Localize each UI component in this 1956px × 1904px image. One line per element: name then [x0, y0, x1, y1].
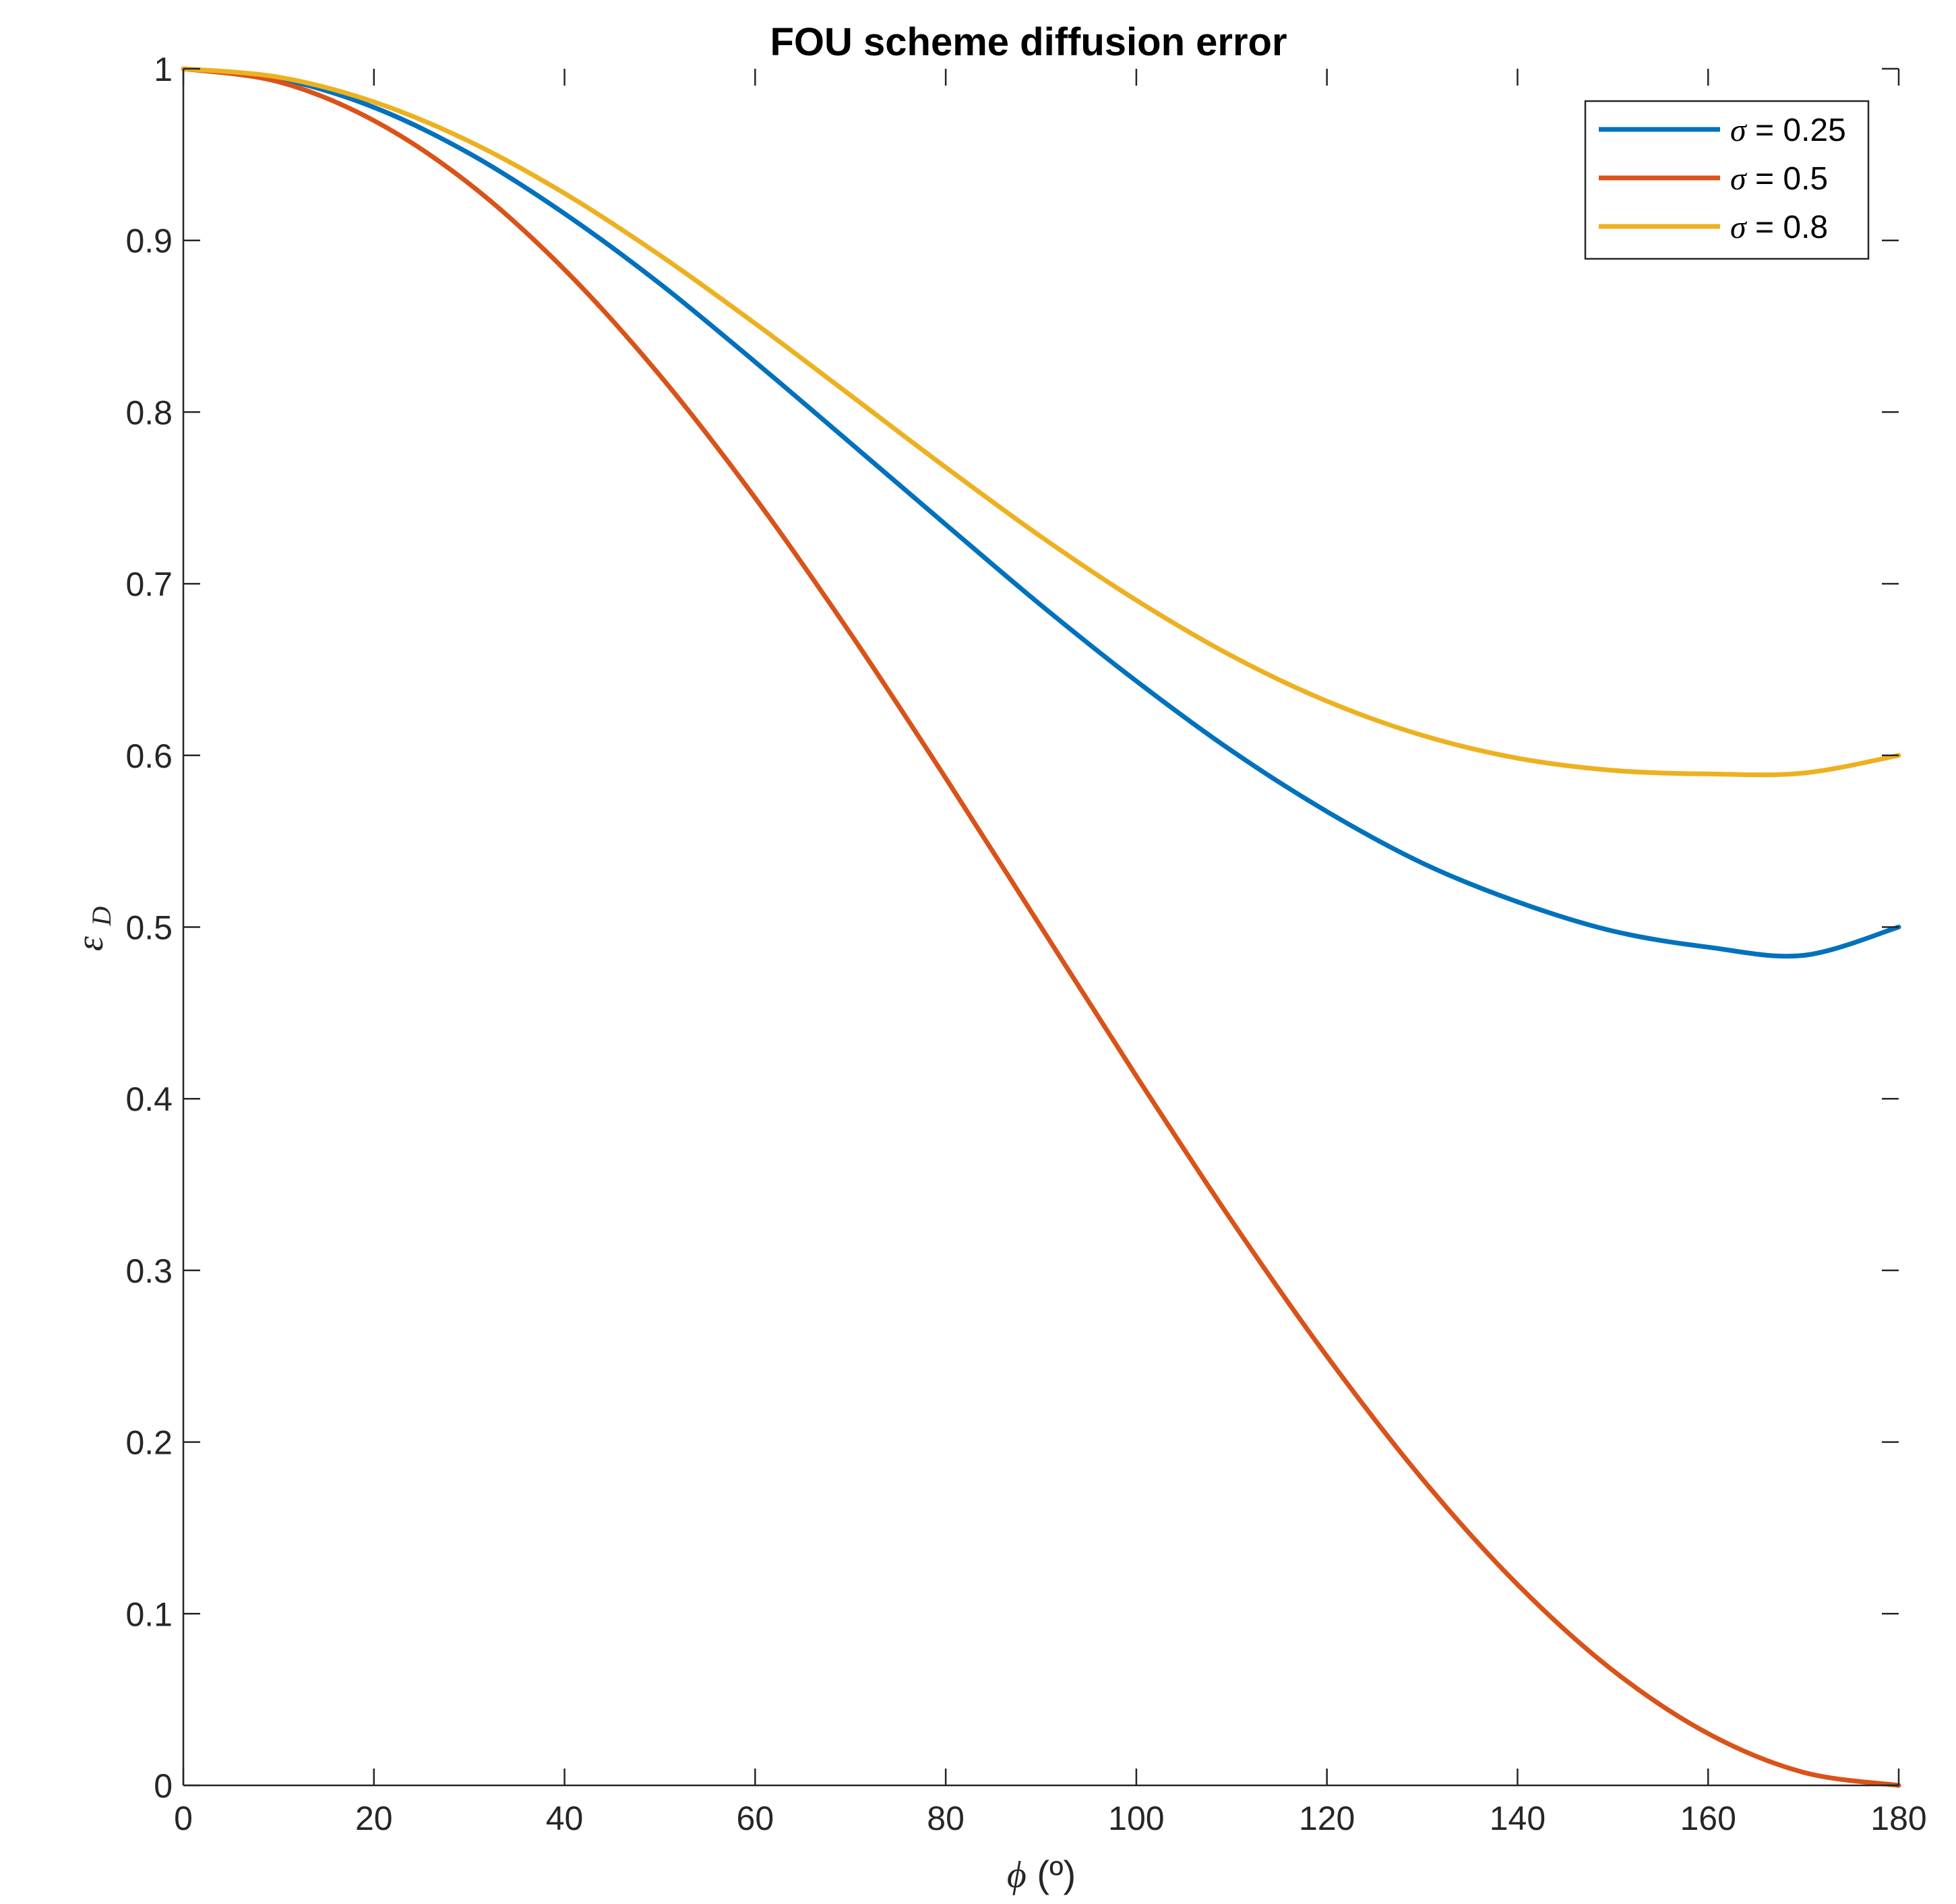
legend-label-3: σ = 0.8: [1730, 210, 1828, 245]
x-tick-label: 120: [1299, 1800, 1355, 1837]
y-tick-label: 0.1: [125, 1595, 173, 1633]
x-axis-symbol: ϕ: [1007, 1854, 1027, 1896]
x-tick-label: 20: [355, 1800, 393, 1837]
chart-title: FOU scheme diffusion error: [770, 20, 1287, 64]
series-line-1: [181, 66, 1901, 959]
y-tick-label: 0.9: [125, 222, 173, 260]
legend-items: σ = 0.25σ = 0.5σ = 0.8: [1599, 113, 1846, 245]
x-tick-label: 0: [174, 1800, 193, 1837]
y-tick-label: 0.5: [125, 909, 173, 947]
x-ticks: 0 20 40 60 80 100 120 140 160 180: [174, 69, 1927, 1837]
legend-label-1: σ = 0.25: [1730, 113, 1846, 148]
legend-value: = 0.25: [1746, 113, 1846, 148]
y-tick-label: 0.8: [125, 394, 173, 431]
x-tick-label: 100: [1108, 1800, 1164, 1837]
series-line-2: [181, 66, 1901, 1788]
x-tick-label: 40: [546, 1800, 584, 1837]
y-tick-label: 0: [154, 1767, 173, 1805]
y-axis-subscript: D: [86, 907, 117, 927]
y-ticks: 0 0.1 0.2 0.3 0.4 0.5 0.6 0.7 0.8 0.9 1: [125, 51, 1899, 1805]
y-tick-label: 0.6: [125, 737, 173, 775]
y-tick-label: 1: [154, 51, 173, 88]
x-tick-label: 60: [737, 1800, 774, 1837]
series-layer: [181, 66, 1901, 1788]
series-line-3: [181, 66, 1901, 778]
legend-label-2: σ = 0.5: [1730, 161, 1828, 197]
x-tick-label: 180: [1870, 1800, 1926, 1837]
legend-symbol: σ: [1730, 210, 1748, 245]
legend-symbol: σ: [1730, 161, 1748, 197]
legend-symbol: σ: [1730, 113, 1748, 148]
x-axis-unit: (º): [1037, 1853, 1076, 1895]
legend: σ = 0.25σ = 0.5σ = 0.8: [1584, 100, 1870, 260]
x-tick-label: 80: [927, 1800, 965, 1837]
x-tick-label: 160: [1680, 1800, 1736, 1837]
y-tick-label: 0.4: [125, 1080, 173, 1118]
y-tick-label: 0.3: [125, 1252, 173, 1290]
x-axis-label: ϕ (º): [1007, 1853, 1076, 1896]
x-tick-label: 140: [1490, 1800, 1546, 1837]
y-axis-label: ε D: [68, 907, 117, 952]
legend-value: = 0.8: [1746, 210, 1828, 245]
y-tick-label: 0.2: [125, 1424, 173, 1462]
y-tick-label: 0.7: [125, 565, 173, 603]
legend-value: = 0.5: [1746, 161, 1828, 197]
y-axis-symbol: ε: [69, 935, 111, 951]
